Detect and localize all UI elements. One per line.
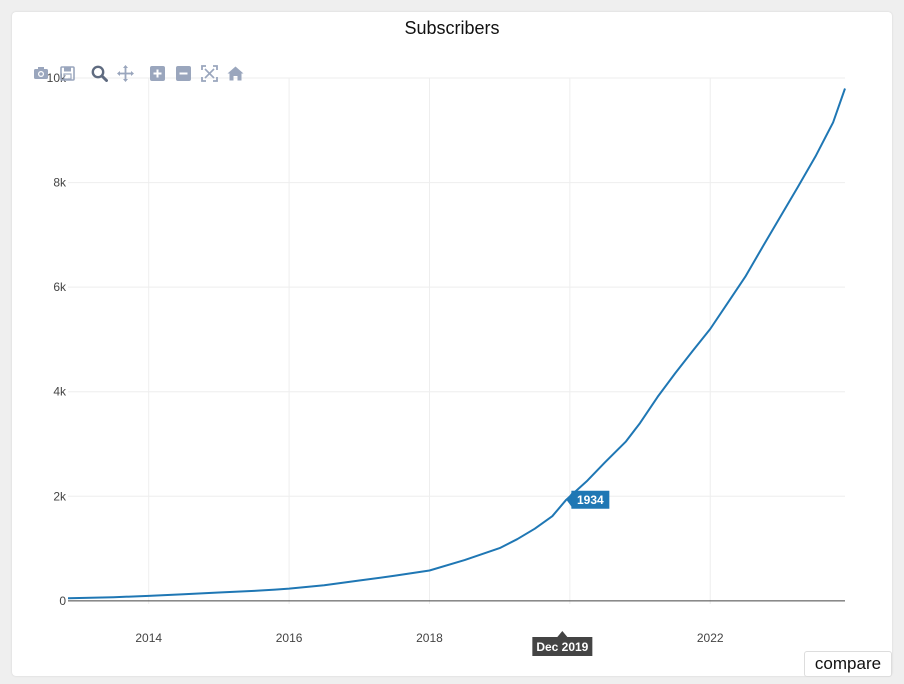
y-tick-label: 10k <box>47 71 67 85</box>
zoom-icon[interactable] <box>90 64 108 82</box>
compare-button[interactable]: compare <box>804 651 892 677</box>
y-tick-label: 0 <box>59 594 66 608</box>
series-line <box>67 88 846 600</box>
home-icon[interactable] <box>226 64 244 82</box>
x-tick-label: 2014 <box>135 631 162 645</box>
chart-card <box>12 12 892 676</box>
hover-x-box <box>532 637 593 656</box>
zoom-in-icon[interactable] <box>148 64 166 82</box>
autoscale-icon[interactable] <box>200 64 218 82</box>
zoom-out-icon[interactable] <box>174 64 192 82</box>
pan-icon[interactable] <box>116 64 134 82</box>
save-icon[interactable] <box>58 64 76 82</box>
y-tick-label: 4k <box>53 385 67 399</box>
camera-icon[interactable] <box>32 64 50 82</box>
y-tick-label: 6k <box>53 280 67 294</box>
hover-pointer <box>566 491 573 508</box>
hover-x-pointer <box>557 631 568 637</box>
x-tick-label: 2022 <box>697 631 724 645</box>
x-tick-label: 2016 <box>276 631 303 645</box>
y-tick-label: 2k <box>53 489 67 503</box>
hover-value-box <box>571 490 610 509</box>
y-tick-label: 8k <box>53 176 67 190</box>
hover-value-label: 1934 <box>577 493 604 507</box>
chart-title: Subscribers <box>404 18 500 38</box>
x-tick-label: 2018 <box>416 631 443 645</box>
hover-x-label: Dec 2019 <box>536 640 588 654</box>
modebar <box>32 64 252 82</box>
